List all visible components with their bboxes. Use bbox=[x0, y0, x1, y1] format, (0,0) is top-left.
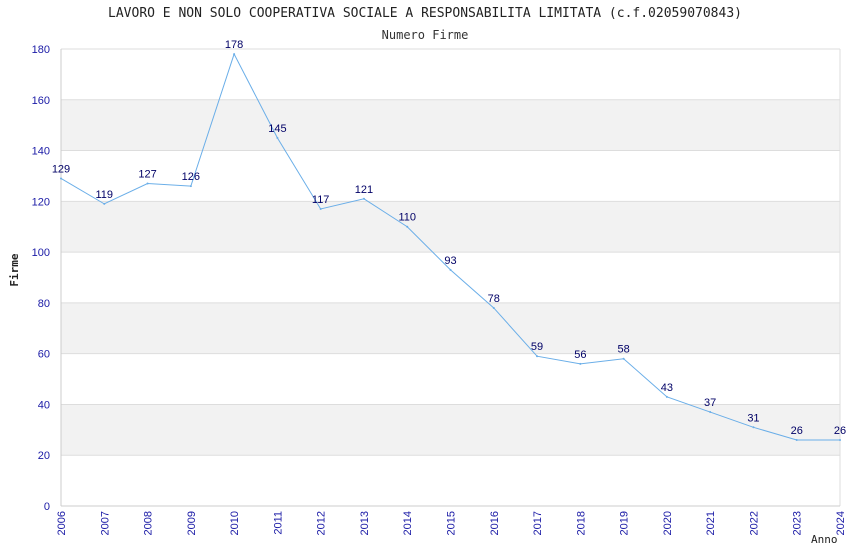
data-point bbox=[103, 202, 106, 205]
y-tick-label: 120 bbox=[32, 196, 50, 208]
grid-band bbox=[61, 201, 840, 253]
x-tick-label: 2013 bbox=[359, 511, 371, 535]
y-tick-label: 40 bbox=[38, 399, 50, 411]
x-tick-label: 2016 bbox=[489, 511, 501, 535]
data-point bbox=[622, 357, 625, 360]
data-label: 121 bbox=[355, 184, 373, 196]
y-tick-label: 20 bbox=[38, 450, 50, 462]
data-point bbox=[362, 197, 365, 200]
data-point bbox=[189, 185, 192, 188]
x-tick-label: 2019 bbox=[619, 511, 631, 535]
grid-band bbox=[61, 404, 840, 456]
data-label: 43 bbox=[661, 382, 673, 394]
x-tick-label: 2006 bbox=[56, 511, 68, 535]
data-label: 119 bbox=[96, 189, 114, 201]
grid-band bbox=[61, 455, 840, 506]
grid-band bbox=[61, 353, 840, 405]
y-tick-label: 60 bbox=[38, 349, 50, 361]
x-tick-label: 2010 bbox=[229, 511, 241, 535]
data-label: 78 bbox=[488, 293, 500, 305]
data-point bbox=[492, 306, 495, 309]
data-point bbox=[146, 182, 149, 185]
data-label: 145 bbox=[268, 123, 286, 135]
data-point bbox=[795, 438, 798, 441]
data-label: 58 bbox=[617, 344, 629, 356]
chart-title: LAVORO E NON SOLO COOPERATIVA SOCIALE A … bbox=[108, 6, 742, 21]
x-tick-label: 2017 bbox=[532, 511, 544, 535]
data-point bbox=[839, 438, 841, 441]
data-label: 178 bbox=[225, 39, 243, 51]
x-tick-label: 2008 bbox=[143, 511, 155, 535]
y-tick-label: 80 bbox=[38, 298, 50, 310]
data-label: 110 bbox=[398, 212, 416, 224]
x-tick-label: 2023 bbox=[792, 511, 804, 535]
x-tick-label: 2015 bbox=[446, 511, 458, 535]
y-tick-label: 140 bbox=[32, 146, 50, 158]
data-label: 56 bbox=[574, 349, 586, 361]
chart-subtitle: Numero Firme bbox=[381, 28, 469, 42]
x-tick-label: 2012 bbox=[316, 511, 328, 535]
data-label: 126 bbox=[182, 171, 200, 183]
data-point bbox=[233, 53, 236, 56]
data-label: 129 bbox=[52, 163, 70, 175]
data-point bbox=[665, 395, 668, 398]
data-point bbox=[319, 207, 322, 210]
data-point bbox=[579, 362, 582, 365]
data-point bbox=[60, 177, 62, 180]
y-tick-label: 160 bbox=[32, 95, 50, 107]
data-label: 37 bbox=[704, 397, 716, 409]
data-label: 26 bbox=[834, 425, 846, 437]
x-axis-label: Anno bbox=[811, 533, 838, 546]
x-tick-label: 2009 bbox=[186, 511, 198, 535]
data-label: 59 bbox=[531, 341, 543, 353]
data-label: 127 bbox=[138, 169, 156, 181]
y-tick-label: 0 bbox=[44, 501, 50, 513]
x-tick-label: 2007 bbox=[99, 511, 111, 535]
x-tick-label: 2018 bbox=[575, 511, 587, 535]
data-label: 117 bbox=[312, 194, 330, 206]
y-tick-label: 100 bbox=[32, 247, 50, 259]
x-tick-label: 2020 bbox=[662, 511, 674, 535]
x-tick-label: 2021 bbox=[705, 511, 717, 535]
data-label: 26 bbox=[791, 425, 803, 437]
data-point bbox=[709, 411, 712, 414]
grid-band bbox=[61, 252, 840, 303]
x-tick-label: 2022 bbox=[748, 511, 760, 535]
grid-band bbox=[61, 49, 840, 100]
x-tick-label: 2011 bbox=[272, 511, 284, 535]
y-tick-label: 180 bbox=[32, 44, 50, 56]
grid-band bbox=[61, 302, 840, 354]
data-point bbox=[406, 225, 409, 228]
data-point bbox=[536, 355, 539, 358]
x-tick-label: 2024 bbox=[835, 511, 847, 535]
x-tick-label: 2014 bbox=[402, 511, 414, 535]
data-label: 31 bbox=[747, 412, 759, 424]
data-label: 93 bbox=[444, 255, 456, 267]
data-point bbox=[276, 136, 279, 139]
data-point bbox=[752, 426, 755, 429]
data-point bbox=[449, 268, 452, 271]
grid-band bbox=[61, 99, 840, 151]
grid-band bbox=[61, 150, 840, 202]
